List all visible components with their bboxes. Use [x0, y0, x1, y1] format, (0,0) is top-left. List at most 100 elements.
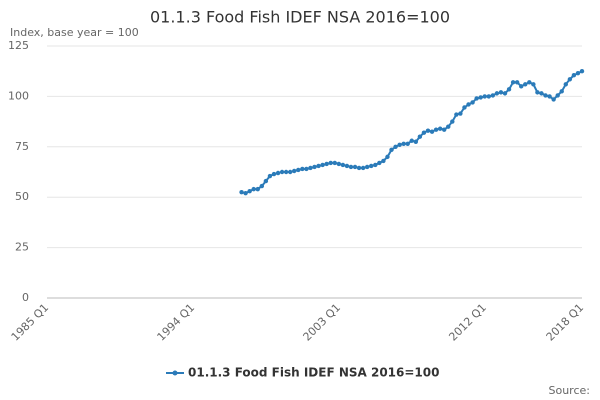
point — [547, 94, 552, 99]
point — [421, 130, 427, 135]
x-tick-label: 1994 Q1 — [155, 301, 198, 344]
point — [437, 126, 443, 131]
point — [352, 164, 358, 170]
point — [259, 183, 265, 189]
point — [316, 163, 321, 169]
point — [551, 97, 556, 102]
point — [446, 124, 451, 129]
point — [312, 164, 317, 170]
x-tick-label: 1985 Q1 — [9, 301, 52, 344]
point — [332, 160, 337, 166]
point — [470, 100, 475, 105]
y-axis-label: Index, base year = 100 — [10, 26, 139, 39]
point — [555, 93, 560, 98]
point — [409, 138, 414, 143]
point — [320, 162, 325, 168]
point — [502, 91, 508, 96]
point — [328, 160, 333, 166]
point — [292, 168, 297, 174]
point — [579, 69, 585, 74]
point — [263, 178, 269, 184]
point — [271, 171, 277, 177]
point — [543, 93, 548, 98]
point — [478, 95, 483, 100]
point — [413, 139, 419, 144]
point — [279, 169, 285, 175]
point — [340, 162, 346, 168]
point — [490, 93, 496, 98]
point — [482, 94, 487, 99]
point — [243, 190, 248, 196]
point — [429, 129, 435, 134]
point — [441, 127, 447, 132]
point — [433, 127, 439, 132]
point — [425, 128, 431, 133]
point — [510, 80, 516, 85]
point — [397, 142, 402, 147]
point — [458, 111, 463, 116]
x-tick-label: 2003 Q1 — [301, 301, 344, 344]
y-tick-label: 25 — [15, 241, 29, 254]
point — [523, 82, 528, 87]
point — [275, 170, 281, 176]
point — [393, 144, 398, 149]
point — [486, 94, 491, 99]
point — [563, 82, 568, 87]
point — [535, 90, 540, 95]
point — [539, 91, 544, 96]
point — [247, 188, 252, 194]
point — [531, 82, 536, 87]
point — [304, 166, 309, 172]
y-tick-label: 50 — [15, 190, 29, 203]
point — [401, 141, 406, 146]
point — [527, 80, 532, 85]
point — [251, 186, 256, 192]
point — [498, 90, 504, 95]
point — [324, 161, 329, 167]
point — [381, 158, 386, 164]
point — [454, 112, 459, 117]
point — [287, 169, 293, 175]
point — [348, 164, 354, 170]
point — [450, 119, 455, 124]
point — [385, 154, 390, 160]
point — [360, 165, 366, 171]
y-tick-label: 0 — [22, 291, 29, 304]
point — [344, 163, 350, 169]
point — [571, 73, 577, 78]
point — [494, 91, 500, 96]
point — [417, 134, 423, 139]
chart-title: 01.1.3 Food Fish IDEF NSA 2016=100 — [150, 8, 450, 27]
point — [462, 105, 467, 110]
point — [389, 147, 394, 153]
y-tick-label: 100 — [8, 89, 29, 102]
point — [474, 96, 479, 101]
point — [336, 161, 342, 167]
source: Source: — [549, 384, 591, 397]
y-tick-label: 75 — [15, 140, 29, 153]
point — [239, 189, 244, 195]
point — [514, 80, 520, 85]
x-tick-label: 2018 Q1 — [544, 301, 587, 344]
point — [373, 162, 378, 168]
point — [506, 87, 512, 92]
point — [283, 169, 289, 175]
line — [241, 70, 583, 195]
legend-marker — [172, 370, 178, 376]
point — [356, 165, 362, 171]
point — [377, 160, 382, 166]
point — [575, 71, 581, 76]
x-tick-label: 2012 Q1 — [446, 301, 489, 344]
legend-label: 01.1.3 Food Fish IDEF NSA 2016=100 — [188, 366, 439, 380]
point — [466, 102, 471, 107]
point — [296, 167, 301, 173]
point — [567, 77, 573, 82]
point — [308, 165, 313, 171]
point — [369, 163, 374, 169]
point — [255, 186, 260, 192]
point — [405, 141, 410, 146]
y-tick-label: 125 — [8, 39, 29, 52]
point — [364, 164, 370, 170]
point — [559, 89, 564, 94]
